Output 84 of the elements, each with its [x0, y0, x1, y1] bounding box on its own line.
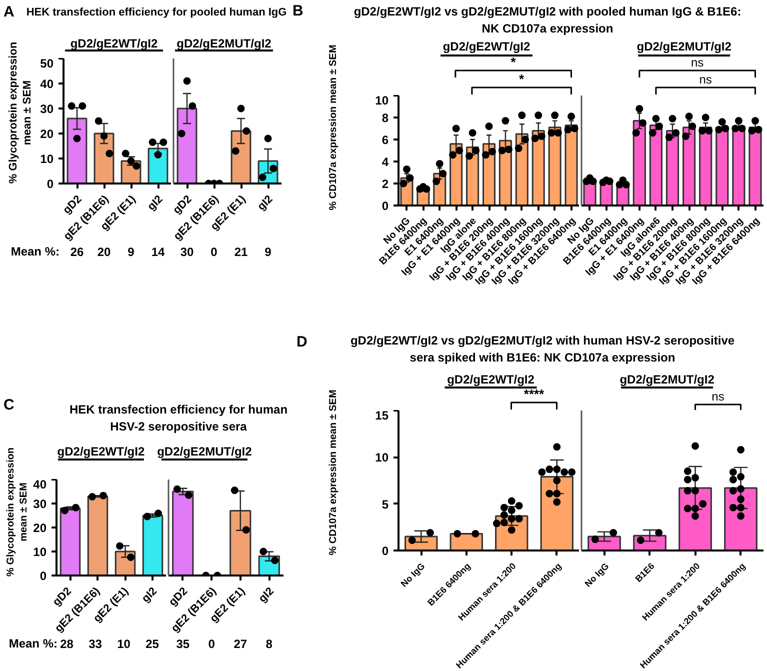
data-label: 33	[88, 637, 102, 651]
text: Mean %:	[10, 244, 60, 258]
data-label: 9	[128, 245, 135, 259]
text: gD2/gE2WT/gI2	[442, 40, 531, 54]
x-tick-label: gI2	[140, 585, 160, 605]
x-tick-label: No IgG	[398, 560, 427, 589]
y-tick-label: 2	[382, 177, 389, 191]
text: C	[4, 396, 14, 414]
x-tick-label: gI2	[256, 585, 276, 605]
text: gD2/gE2MUT/gI2	[636, 40, 732, 54]
bar	[748, 126, 762, 206]
y-tick-label: 20	[33, 521, 47, 535]
text: D	[296, 334, 308, 350]
y-tick-label: 0	[46, 177, 54, 191]
bar	[87, 496, 108, 576]
y-tick-label: 10	[40, 152, 54, 166]
y-tick-label: 50	[40, 56, 54, 70]
data-label: 28	[60, 637, 74, 651]
data-label: 25	[146, 637, 160, 651]
text: gD2/gE2MUT/gI2	[620, 372, 715, 386]
data-label: 26	[70, 245, 84, 259]
y-tick-label: 0	[382, 544, 389, 558]
y-tick-label: 30	[33, 497, 47, 511]
data-label: 20	[97, 245, 111, 259]
y-tick-label: 40	[40, 77, 54, 91]
y-tick-label: 8	[382, 111, 389, 125]
data-label: 21	[234, 245, 248, 259]
text: gD2/gE2WT/gI2	[70, 36, 158, 50]
bar	[148, 148, 168, 184]
data-label: 30	[180, 245, 194, 259]
text: ns	[712, 390, 724, 404]
x-tick-label: No IgG	[582, 560, 611, 589]
y-tick-label: 4	[382, 155, 389, 169]
chart-title: gD2/gE2WT/gI2 vs gD2/gE2MUT/gI2 with human HSV-2 seropositive sera spiked with B1E6: NK CD107a expression	[350, 334, 735, 364]
data-label: 8	[266, 637, 273, 651]
bar	[548, 126, 562, 206]
text: ****	[524, 386, 546, 402]
text: gD2/gE2MUT/gI2	[157, 444, 252, 458]
text: *	[510, 54, 517, 70]
x-tick-label: gI2	[256, 193, 276, 213]
text: gD2/gE2WT/gI2	[57, 444, 145, 458]
data-label: 35	[176, 637, 190, 651]
bar	[60, 508, 81, 576]
x-tick-label: gI2	[146, 193, 166, 213]
y-tick-label: 10	[33, 545, 47, 559]
text: gD2/gE2MUT/gI2	[176, 36, 272, 50]
bar	[94, 132, 114, 184]
y-tick-label: 0	[40, 569, 47, 583]
bar	[649, 124, 662, 206]
text: ns	[690, 56, 704, 70]
data-label: 14	[151, 245, 165, 259]
text: ns	[699, 72, 712, 86]
text: gD2/gE2WT/gI2	[447, 372, 535, 386]
data-label: 0	[210, 245, 218, 259]
y-tick-label: 40	[33, 478, 47, 492]
y-axis-title: % Glycoprotein expression mean ± SEM	[7, 42, 34, 184]
y-axis-title: % Glycoprotein expression mean ± SEM	[5, 448, 30, 576]
bar	[66, 118, 88, 184]
y-axis-title: % CD107a expression mean ± SEM	[328, 44, 339, 210]
data-label: 27	[234, 637, 248, 651]
bar	[699, 126, 712, 206]
y-tick-label: 10	[375, 450, 389, 465]
chart-title: HEK transfection efficiency for human HSV-2 seropositive sera	[69, 402, 288, 434]
bar	[142, 514, 164, 576]
y-tick-label: 20	[40, 127, 54, 141]
bar	[532, 130, 545, 206]
y-tick-label: 6	[382, 133, 389, 147]
bar	[564, 124, 578, 206]
bar	[682, 126, 696, 206]
text: Mean %:	[8, 636, 58, 650]
bar	[632, 120, 646, 206]
text: B	[292, 2, 304, 20]
data-label: 9	[264, 245, 272, 259]
y-tick-label: 0	[382, 199, 389, 213]
y-tick-label: 15	[375, 408, 389, 422]
y-tick-label: 10	[375, 94, 389, 108]
y-tick-label: 5	[382, 497, 389, 512]
text: *	[519, 72, 526, 86]
y-axis-title: % CD107a expression mean ± SEM	[328, 390, 339, 556]
bar	[732, 126, 746, 206]
data-label: 0	[208, 637, 216, 651]
bar	[716, 126, 729, 206]
data-label: 10	[117, 637, 131, 651]
y-tick-label: 30	[40, 102, 54, 116]
